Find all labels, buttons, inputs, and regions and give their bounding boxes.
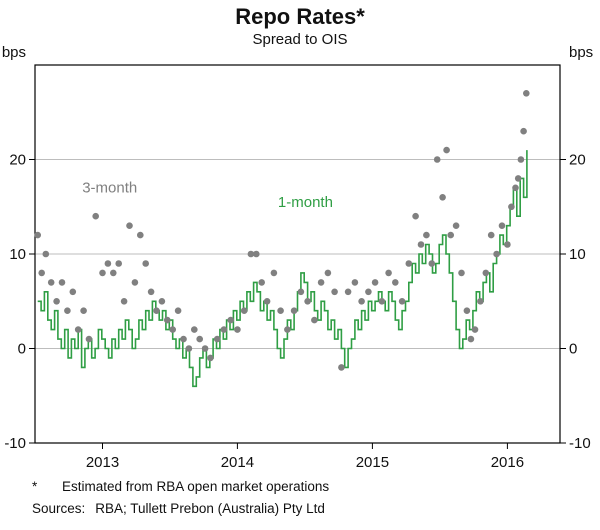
svg-text:-10: -10 xyxy=(4,435,26,452)
three-month-scatter-series xyxy=(34,90,530,371)
svg-text:1-month: 1-month xyxy=(278,194,333,211)
x-axis: 2013 2014 2015 2016 xyxy=(86,443,524,471)
chart-notes: * Estimated from RBA open market operati… xyxy=(32,479,329,523)
footnote-text: Estimated from RBA open market operation… xyxy=(62,479,330,494)
svg-text:2016: 2016 xyxy=(491,454,524,471)
sources-label: Sources: xyxy=(32,501,86,516)
svg-text:2013: 2013 xyxy=(86,454,119,471)
one-month-line-series xyxy=(37,150,528,388)
chart-subtitle: Spread to OIS xyxy=(252,31,348,48)
svg-text:0: 0 xyxy=(18,341,26,358)
svg-text:3-month: 3-month xyxy=(82,180,137,197)
sources: Sources: RBA; Tullett Prebon (Australia)… xyxy=(32,501,329,516)
svg-text:20: 20 xyxy=(569,152,586,169)
sources-text: RBA; Tullett Prebon (Australia) Pty Ltd xyxy=(95,501,325,516)
svg-text:2015: 2015 xyxy=(356,454,389,471)
svg-text:10: 10 xyxy=(9,246,26,263)
chart-header: Repo Rates* Spread to OIS xyxy=(0,4,600,48)
svg-text:0: 0 xyxy=(569,341,577,358)
svg-text:2014: 2014 xyxy=(221,454,254,471)
footnote-marker: * xyxy=(32,479,38,494)
svg-text:20: 20 xyxy=(9,152,26,169)
chart-title: Repo Rates* xyxy=(235,4,365,29)
svg-text:bps: bps xyxy=(2,44,26,61)
svg-text:bps: bps xyxy=(569,44,593,61)
gridlines xyxy=(35,159,560,349)
footnote: * Estimated from RBA open market operati… xyxy=(32,479,329,494)
svg-text:-10: -10 xyxy=(569,435,591,452)
chart-plot-canvas: -10 -10 0 0 10 10 20 20 bps bps 2013 2014 2015 2016 3-… xyxy=(2,44,593,471)
svg-text:10: 10 xyxy=(569,246,586,263)
series-labels: 3-month 1-month xyxy=(82,180,333,211)
y-axis: -10 -10 0 0 10 10 20 20 bps bps xyxy=(2,44,593,452)
